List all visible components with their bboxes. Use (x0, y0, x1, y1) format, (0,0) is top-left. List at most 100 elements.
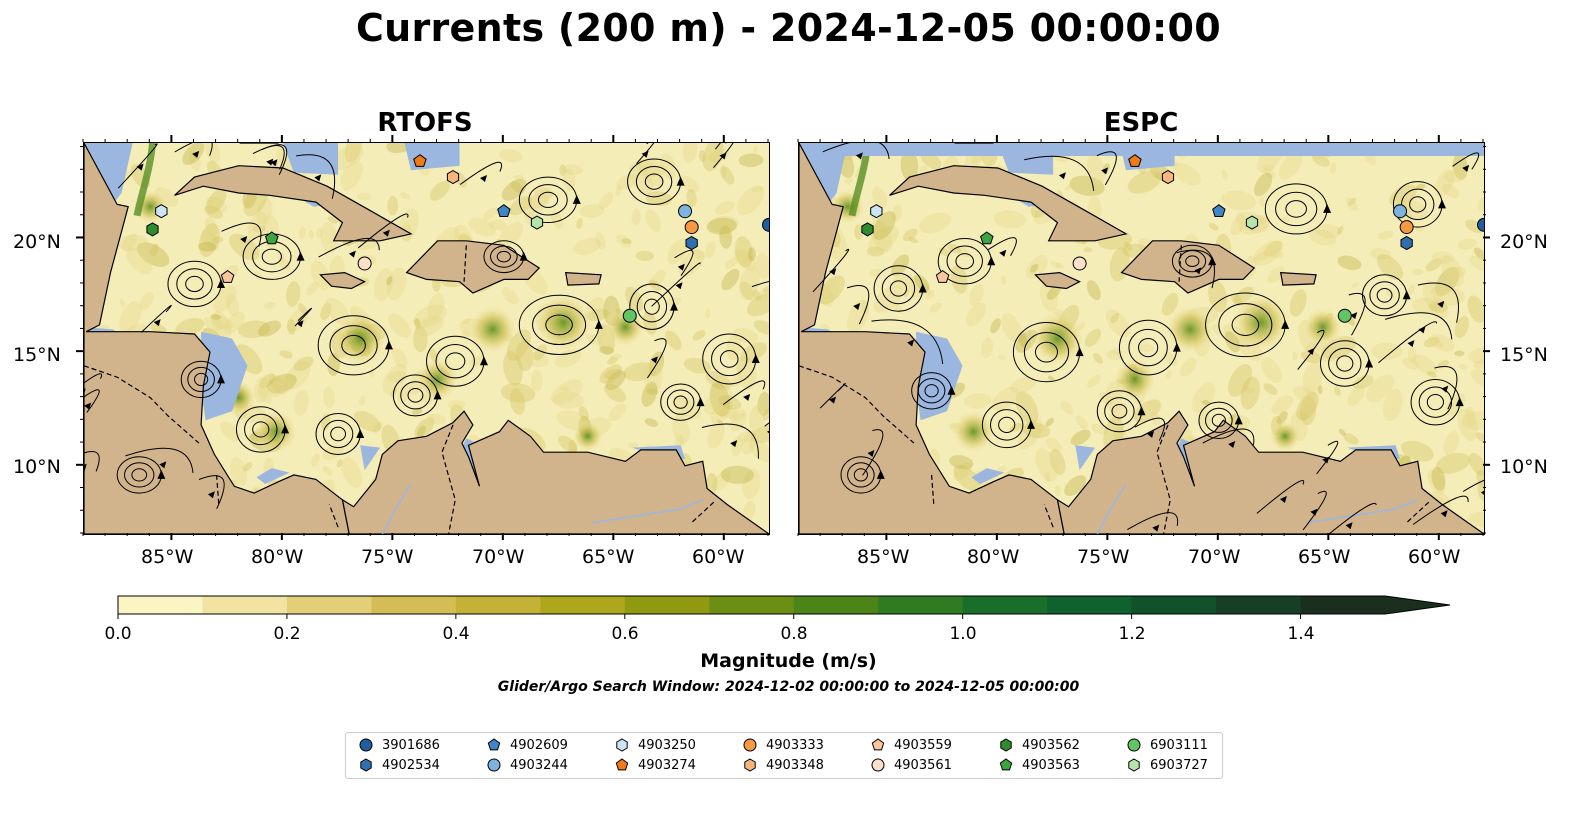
map-panel-rtofs[interactable] (83, 142, 770, 535)
float-marker-4903559 (935, 269, 950, 283)
streamline-arrow (1075, 347, 1084, 357)
current-magnitude-patch (908, 237, 919, 244)
current-magnitude-patch (269, 378, 296, 395)
current-magnitude-patch (1221, 169, 1228, 180)
streamline-arrow (1322, 456, 1330, 464)
legend-label: 4903348 (766, 757, 824, 773)
shallow-water (201, 331, 248, 421)
current-magnitude-patch (714, 201, 735, 215)
current-magnitude-patch (1343, 433, 1359, 445)
high-current-area (1302, 307, 1343, 348)
current-magnitude-patch (750, 425, 769, 444)
current-magnitude-patch (1337, 225, 1344, 235)
colorbar-segment (540, 596, 626, 614)
streamline-arrow (1137, 406, 1146, 416)
land-mass (1279, 271, 1317, 286)
lon-label-70-left: 70°W (472, 546, 525, 568)
current-magnitude-patch (1259, 197, 1266, 208)
current-magnitude-patch (854, 224, 863, 240)
float-marker-3901686 (762, 217, 769, 232)
current-magnitude-patch (510, 181, 524, 194)
current-magnitude-patch (1046, 285, 1061, 300)
current-magnitude-patch (1468, 511, 1484, 527)
legend-item-4902534: 4902534 (358, 756, 440, 774)
legend-item-3901686: 3901686 (358, 736, 440, 754)
float-marker-4903250 (155, 204, 168, 219)
streamline (1275, 191, 1318, 227)
current-magnitude-patch (820, 323, 830, 331)
streamline (1127, 512, 1179, 531)
current-magnitude-patch (861, 299, 869, 314)
current-magnitude-patch (1244, 386, 1255, 393)
current-magnitude-patch (1468, 453, 1484, 476)
current-magnitude-patch (1432, 287, 1466, 306)
current-magnitude-patch (523, 351, 549, 368)
current-magnitude-patch (729, 409, 747, 422)
current-magnitude-patch (627, 442, 639, 449)
streamline (1452, 152, 1480, 170)
current-magnitude-patch (719, 225, 733, 249)
current-magnitude-patch (533, 344, 547, 361)
current-magnitude-patch (1454, 350, 1465, 357)
current-magnitude-patch (1300, 395, 1317, 426)
current-magnitude-patch (336, 459, 343, 468)
current-magnitude-patch (667, 238, 689, 265)
streamline (445, 352, 466, 371)
panel-title-espc: ESPC (1103, 108, 1179, 138)
current-magnitude-patch (513, 174, 524, 181)
current-magnitude-patch (872, 211, 896, 241)
current-magnitude-patch (747, 247, 756, 262)
current-magnitude-patch (340, 160, 363, 191)
country-border (215, 474, 220, 505)
current-magnitude-patch (586, 334, 603, 345)
colorbar (117, 595, 1451, 619)
current-magnitude-patch (1035, 448, 1058, 482)
current-magnitude-patch (720, 465, 754, 484)
current-magnitude-patch (692, 330, 706, 341)
current-magnitude-patch (1010, 376, 1036, 394)
current-magnitude-patch (205, 189, 227, 214)
streamline-arrow (159, 461, 167, 469)
current-magnitude-patch (739, 265, 760, 301)
current-magnitude-patch (1305, 341, 1340, 362)
current-magnitude-patch (705, 371, 732, 390)
lon-label-75-right: 75°W (1077, 546, 1130, 568)
lon-label-80-right: 80°W (967, 546, 1020, 568)
streamline (532, 304, 587, 346)
current-magnitude-patch (201, 230, 220, 251)
current-magnitude-patch (1281, 216, 1290, 223)
current-magnitude-patch (724, 257, 738, 269)
current-magnitude-patch (1137, 343, 1154, 353)
lon-label-80-left: 80°W (251, 546, 304, 568)
current-magnitude-patch (893, 274, 924, 293)
current-magnitude-patch (1262, 164, 1275, 171)
legend-label: 4902609 (510, 737, 568, 753)
current-magnitude-patch (386, 276, 393, 286)
current-magnitude-patch (386, 267, 407, 301)
float-marker-4903561 (1072, 256, 1087, 271)
current-magnitude-patch (323, 386, 335, 409)
legend-marker-pentagon-icon (487, 738, 501, 751)
current-magnitude-patch (1299, 413, 1313, 421)
streamline-arrow (192, 150, 200, 158)
current-magnitude-patch (1263, 383, 1278, 395)
legend-label: 6903111 (1150, 737, 1208, 753)
streamline (674, 249, 694, 276)
legend-item-4903333: 4903333 (742, 736, 824, 754)
current-magnitude-patch (1473, 247, 1484, 260)
lat-label-10-right: 10°N (1500, 456, 1548, 478)
current-magnitude-patch (139, 291, 154, 311)
map-panel-espc[interactable] (798, 142, 1485, 535)
current-magnitude-patch (554, 349, 582, 368)
legend-marker (487, 758, 501, 772)
current-magnitude-patch (1208, 279, 1228, 313)
float-marker-6903111 (622, 308, 637, 323)
streamline (713, 143, 734, 169)
land-mass (319, 271, 366, 290)
current-magnitude-patch (1044, 471, 1051, 483)
current-magnitude-patch (1001, 313, 1023, 343)
map-rtofs-canvas (84, 143, 769, 534)
current-magnitude-patch (206, 196, 228, 213)
current-magnitude-patch (757, 391, 769, 416)
legend-marker-pentagon-icon (615, 758, 629, 771)
